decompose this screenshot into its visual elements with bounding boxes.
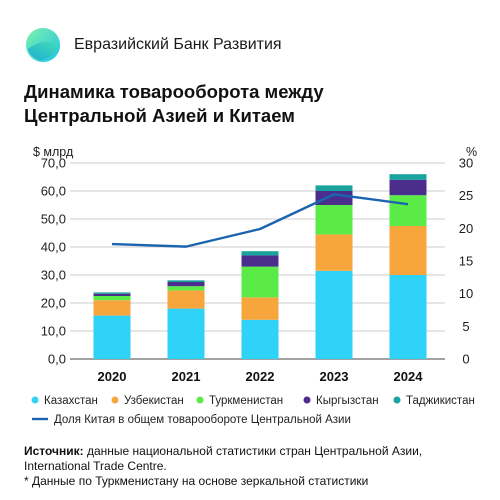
source-text: данные национальной статистики стран Цен… — [24, 444, 423, 473]
ebr-logo-icon — [25, 27, 61, 63]
y-left-tick-label: 40,0 — [41, 240, 66, 255]
y-left-tick-label: 60,0 — [41, 184, 66, 199]
y-left-tick-label: 0,0 — [48, 352, 66, 367]
bar-segment — [389, 226, 427, 275]
legend-label: Узбекистан — [124, 395, 184, 407]
x-tick-label: 2020 — [98, 369, 127, 384]
bar-segment — [167, 290, 205, 309]
bar-segment — [167, 286, 205, 291]
y-left-axis-label: $ млрд — [33, 145, 74, 159]
y-right-tick-label: 0 — [462, 352, 469, 367]
y-left-tick-label: 50,0 — [41, 212, 66, 227]
bar-segment — [315, 270, 353, 359]
bar-segment — [241, 319, 279, 359]
y-right-tick-label: 20 — [459, 221, 473, 236]
legend-marker — [111, 396, 119, 404]
bar-segment — [167, 280, 205, 282]
legend-label: Таджикистан — [406, 395, 475, 407]
chart: $ млрд % 0,0 10,0 20,0 30,0 40,0 50,0 60,0 70,0 0 5… — [31, 145, 477, 426]
bar-segment — [167, 308, 205, 359]
y-left-tick-label: 70,0 — [41, 156, 66, 171]
y-left-tick-label: 30,0 — [41, 268, 66, 283]
legend-label: Казахстан — [44, 395, 98, 407]
bar-segment — [241, 251, 279, 256]
legend-marker — [196, 396, 204, 404]
bar-segment — [241, 266, 279, 298]
footer: Источник: данные национальной статистики… — [24, 444, 484, 489]
bar-segment — [241, 255, 279, 267]
bar-segment — [389, 275, 427, 359]
legend-label: Кыргызстан — [316, 395, 379, 407]
legend-line-label: Доля Китая в общем товарообороте Централ… — [54, 414, 351, 426]
bar-segment — [93, 292, 131, 294]
bar-segment — [389, 195, 427, 226]
y-right-tick-label: 10 — [459, 286, 473, 301]
bar-segment — [241, 297, 279, 320]
y-right-tick-label: 30 — [459, 156, 473, 171]
legend-label: Туркменистан — [209, 395, 283, 407]
legend-marker — [393, 396, 401, 404]
x-tick-label: 2023 — [320, 369, 349, 384]
source-label: Источник: — [24, 444, 84, 458]
chart-title-line-2: Центральной Азией и Китаем — [24, 105, 295, 126]
legend-marker — [31, 396, 39, 404]
y-right-tick-label: 25 — [459, 188, 473, 203]
x-tick-label: 2021 — [172, 369, 201, 384]
turkmenistan-note: * Данные по Туркменистану на основе зерк… — [24, 474, 369, 488]
y-left-tick-label: 20,0 — [41, 296, 66, 311]
y-right-tick-label: 5 — [462, 319, 469, 334]
y-right-tick-label: 15 — [459, 254, 473, 269]
share-line — [111, 193, 409, 248]
chart-title: Динамика товарооборота между Центральной… — [24, 80, 464, 128]
bar-segment — [389, 174, 427, 180]
bar-segment — [315, 185, 353, 191]
header: Евразийский Банк Развития — [24, 26, 282, 64]
bar-segment — [93, 315, 131, 359]
bar-segment — [315, 234, 353, 271]
x-tick-label: 2024 — [394, 369, 424, 384]
x-tick-label: 2022 — [246, 369, 275, 384]
chart-title-line-1: Динамика товарооборота между — [24, 81, 324, 102]
bar-segment — [389, 179, 427, 196]
y-right-axis-label: % — [466, 145, 477, 159]
bar-segment — [93, 300, 131, 316]
bar-segment — [167, 282, 205, 287]
bar-segment — [93, 293, 131, 296]
bar-segment — [315, 191, 353, 205]
legend-marker — [303, 396, 311, 404]
brand-name: Евразийский Банк Развития — [74, 36, 282, 53]
source-note: Источник: данные национальной статистики… — [24, 444, 484, 474]
y-left-tick-label: 10,0 — [41, 324, 66, 339]
bar-segment — [315, 205, 353, 235]
bar-segment — [93, 296, 131, 301]
